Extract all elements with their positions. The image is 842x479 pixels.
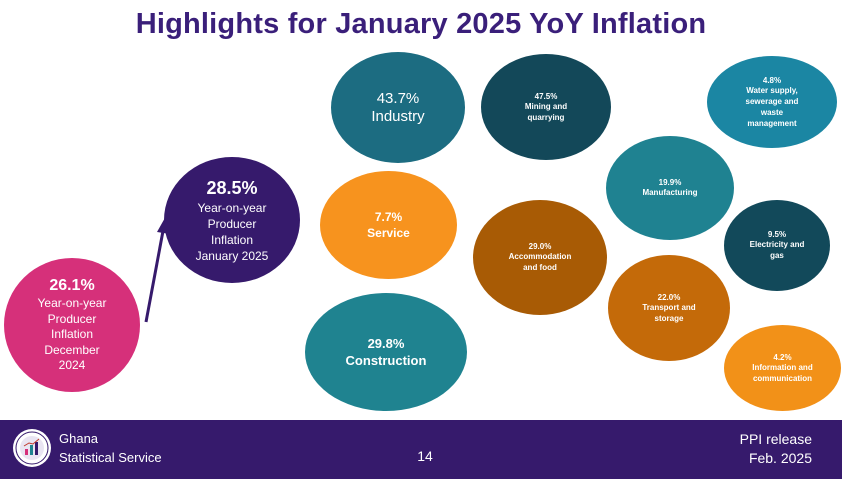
transport-value: 22.0% bbox=[657, 292, 681, 302]
electricity-value: 9.5% bbox=[767, 230, 787, 239]
water-label-line: sewerage and bbox=[745, 96, 799, 106]
december-label-line: Year-on-year bbox=[37, 296, 107, 311]
water-value: 4.8% bbox=[762, 75, 782, 85]
manufacturing-value: 19.9% bbox=[658, 178, 682, 187]
december-value: 26.1% bbox=[49, 277, 95, 295]
industry-bubble: 43.7% Industry bbox=[331, 52, 465, 163]
information-label-line: Information and bbox=[752, 362, 813, 372]
manufacturing-bubble: 19.9% Manufacturing bbox=[606, 136, 734, 240]
january-label-line: Inflation bbox=[210, 232, 254, 247]
information-label-line: communication bbox=[752, 373, 813, 383]
organization-name-line: Statistical Service bbox=[59, 450, 162, 465]
mining-value: 47.5% bbox=[534, 91, 558, 101]
accommodation-bubble: 29.0% Accommodation and food bbox=[473, 200, 607, 315]
december-label-line: 2024 bbox=[58, 358, 86, 373]
industry-label: Industry bbox=[371, 108, 425, 125]
water-label-line: Water supply, bbox=[746, 85, 798, 95]
january-label-line: Year-on-year bbox=[197, 200, 267, 215]
electricity-label-line: gas bbox=[770, 251, 784, 260]
december-label-line: Inflation bbox=[50, 327, 94, 342]
water-label-line: waste bbox=[760, 107, 784, 117]
accommodation-value: 29.0% bbox=[528, 242, 552, 251]
release-info: PPI release Feb. 2025 bbox=[740, 430, 812, 468]
electricity-label-line: Electricity and bbox=[749, 240, 805, 249]
manufacturing-label-line: Manufacturing bbox=[642, 188, 698, 197]
january-label-line: Producer bbox=[207, 216, 257, 231]
information-bubble: 4.2% Information and communication bbox=[724, 325, 841, 411]
slide-title: Highlights for January 2025 YoY Inflatio… bbox=[135, 8, 707, 40]
december-label-line: Producer bbox=[47, 311, 97, 326]
release-info-line: Feb. 2025 bbox=[748, 450, 812, 466]
construction-value: 29.8% bbox=[367, 336, 405, 351]
service-bubble: 7.7% Service bbox=[320, 171, 457, 279]
release-info-line: PPI release bbox=[739, 431, 812, 447]
transport-label-line: Transport and bbox=[642, 302, 696, 312]
water-supply-bubble: 4.8% Water supply, sewerage and waste ma… bbox=[707, 56, 837, 148]
service-value: 7.7% bbox=[374, 210, 403, 224]
slide-footer: Ghana Statistical Service 14 PPI release… bbox=[0, 420, 842, 479]
january-value: 28.5% bbox=[206, 177, 258, 198]
construction-label: Construction bbox=[345, 353, 427, 368]
electricity-bubble: 9.5% Electricity and gas bbox=[724, 200, 830, 291]
transport-bubble: 22.0% Transport and storage bbox=[608, 255, 730, 361]
accommodation-label-line: and food bbox=[523, 263, 557, 272]
december-2024-inflation-bubble: 26.1% Year-on-year Producer Inflation De… bbox=[4, 258, 140, 392]
january-2025-inflation-bubble: 28.5% Year-on-year Producer Inflation Ja… bbox=[164, 157, 300, 283]
december-label-line: December bbox=[44, 342, 100, 357]
mining-label-line: Mining and bbox=[524, 101, 568, 111]
service-label: Service bbox=[367, 226, 410, 240]
mining-label-line: quarrying bbox=[527, 112, 565, 122]
organization-name-line: Ghana bbox=[59, 431, 99, 446]
industry-value: 43.7% bbox=[376, 90, 420, 107]
accommodation-label-line: Accommodation bbox=[508, 252, 572, 261]
page-number: 14 bbox=[417, 448, 433, 464]
water-label-line: management bbox=[747, 118, 797, 128]
construction-bubble: 29.8% Construction bbox=[305, 293, 467, 411]
information-value: 4.2% bbox=[773, 352, 792, 362]
organization-name: Ghana Statistical Service bbox=[59, 429, 162, 467]
january-label-line: January 2025 bbox=[195, 248, 269, 263]
transport-label-line: storage bbox=[654, 313, 684, 323]
ghana-statistical-service-seal-icon bbox=[13, 429, 51, 467]
mining-bubble: 47.5% Mining and quarrying bbox=[481, 54, 611, 160]
